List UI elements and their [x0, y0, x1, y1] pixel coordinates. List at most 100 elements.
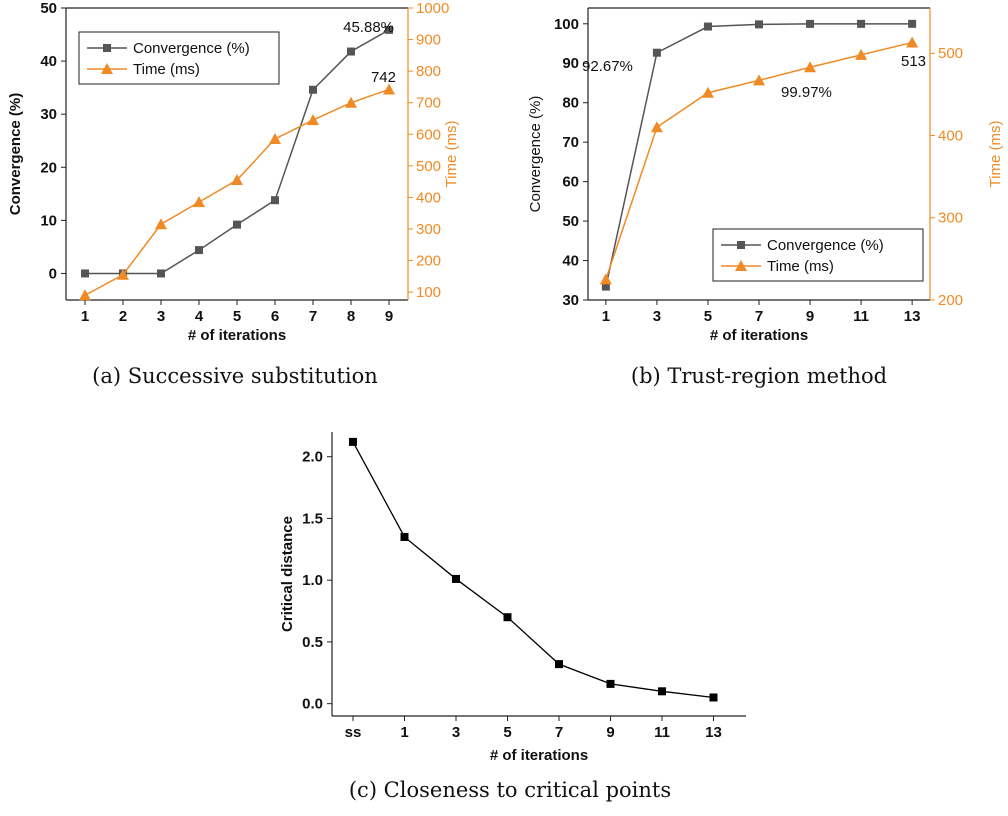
critical-distance-point [658, 687, 666, 696]
x-axis-label: # of iterations [710, 327, 808, 344]
x-tick-label: 4 [195, 308, 204, 325]
convergence-point [703, 22, 712, 31]
time-point [855, 48, 868, 60]
convergence-point [755, 20, 763, 29]
y-tick-label: 0 [49, 265, 57, 282]
x-tick-label: 3 [452, 724, 460, 741]
chart-b-plot: 1 3 5 7 9 11 1330405060708090100200300400500# … [527, 7, 1004, 344]
time-point [307, 114, 319, 126]
y-axis-label: Convergence (%) [527, 96, 544, 213]
time-point [383, 83, 395, 95]
x-tick-label: ss [345, 724, 362, 741]
legend-label: Convergence (%) [133, 40, 250, 57]
legend-square-marker [103, 44, 111, 52]
convergence-point [857, 19, 866, 28]
y-tick-label: 80 [562, 95, 579, 112]
time-point [345, 96, 357, 108]
y-tick-label: 30 [562, 292, 579, 309]
x-tick-label: 1 [602, 308, 610, 325]
time-point [599, 273, 612, 285]
y-tick-label: 20 [40, 159, 57, 176]
convergence-point [157, 269, 165, 278]
data-annotation: 99.97% [781, 84, 832, 101]
x-tick-label: 9 [606, 724, 614, 741]
time-point [155, 218, 167, 230]
time-point [906, 36, 919, 48]
y-tick-label: 50 [40, 0, 57, 17]
x-tick-label: 13 [904, 308, 921, 325]
time-point [269, 133, 281, 145]
convergence-point [652, 48, 661, 57]
x-tick-label: 1 [81, 308, 89, 325]
time-point [804, 61, 817, 73]
y-tick-label: 60 [562, 174, 579, 191]
legend-triangle-marker [735, 260, 747, 271]
critical-distance-point [503, 613, 512, 622]
x-axis-label: # of iterations [490, 747, 588, 764]
x-tick-label: 9 [385, 308, 393, 325]
y2-tick-label: 200 [416, 253, 441, 270]
y-axis-label: Convergence (%) [7, 93, 24, 216]
time-point [193, 196, 205, 208]
y-tick-label: 2.0 [302, 449, 323, 466]
x-tick-label: 11 [853, 308, 869, 325]
critical-distance-line [352, 441, 714, 699]
y-tick-label: 1.0 [302, 572, 323, 589]
x-tick-label: 5 [704, 308, 712, 325]
chart-b: 1 3 5 7 9 11 13 30 40 50 60 70 80 90 100 200 300 400 500 # … [510, 0, 1008, 400]
legend-box [78, 31, 280, 85]
convergence-point [233, 220, 241, 229]
x-tick-label: 11 [654, 724, 670, 741]
critical-distance-point [709, 693, 718, 702]
y-tick-label: 40 [40, 53, 57, 70]
caption-b: (b) Trust-region method [630, 364, 888, 388]
convergence-point [806, 19, 815, 28]
y2-tick-label: 500 [416, 158, 441, 175]
y-tick-label: 100 [554, 16, 579, 33]
time-point [650, 121, 663, 133]
convergence-point [271, 196, 279, 205]
x-tick-label: 6 [271, 308, 279, 325]
y-tick-label: 50 [562, 213, 579, 230]
y-tick-label: 0.5 [302, 634, 323, 651]
x-tick-label: 1 [400, 724, 408, 741]
y2-axis-label: Time (ms) [443, 121, 460, 188]
x-tick-label: 3 [157, 308, 165, 325]
time-point [701, 86, 714, 98]
time-point [231, 174, 243, 186]
data-annotation: 742 [371, 69, 396, 86]
y2-tick-label: 700 [416, 95, 441, 112]
critical-distance-point [400, 532, 409, 541]
x-tick-label: 7 [755, 308, 763, 325]
y-tick-label: 1.5 [302, 510, 323, 527]
critical-distance-point [606, 679, 615, 688]
chart-a-plot: 1 2 3 4 5 6 7 8 9 0 10 20 30 40 50 100 200 300 400 500 600 70… [7, 0, 460, 344]
x-tick-label: 3 [653, 308, 661, 325]
x-tick-label: 5 [503, 724, 511, 741]
time-series-line [84, 88, 390, 296]
y-tick-label: 40 [562, 253, 579, 270]
y2-tick-label: 200 [938, 292, 963, 309]
y2-tick-label: 1000 [416, 0, 449, 17]
chart-c-plot: ss 1 3 5 7 9 11 130.00.51.01.52.0# of iteration… [279, 432, 746, 764]
time-point [79, 289, 91, 301]
convergence-point [81, 269, 89, 278]
x-tick-label: 7 [555, 724, 563, 741]
y2-axis-label: Time (ms) [987, 121, 1004, 188]
convergence-point [385, 25, 393, 34]
y2-tick-label: 100 [416, 284, 441, 301]
legend-label: Time (ms) [133, 61, 200, 78]
y2-tick-label: 500 [938, 45, 963, 62]
y2-tick-label: 600 [416, 126, 441, 143]
y2-tick-label: 300 [416, 221, 441, 238]
critical-distance-point [452, 574, 460, 583]
chart-a: 1 2 3 4 5 6 7 8 9 0 10 20 30 40 50 100 200 300 400 500 600 70… [0, 0, 470, 400]
legend-label: Convergence (%) [767, 237, 884, 254]
y2-tick-label: 300 [938, 210, 963, 227]
convergence-point [601, 282, 610, 291]
chart-c: ss 1 3 5 7 9 11 13 0.0 0.5 1.0 1.5 2.0 # of iteration… [270, 420, 750, 816]
y-tick-label: 30 [40, 106, 57, 123]
x-tick-label: 8 [347, 308, 355, 325]
time-point [753, 74, 765, 86]
convergence-point [309, 85, 317, 94]
